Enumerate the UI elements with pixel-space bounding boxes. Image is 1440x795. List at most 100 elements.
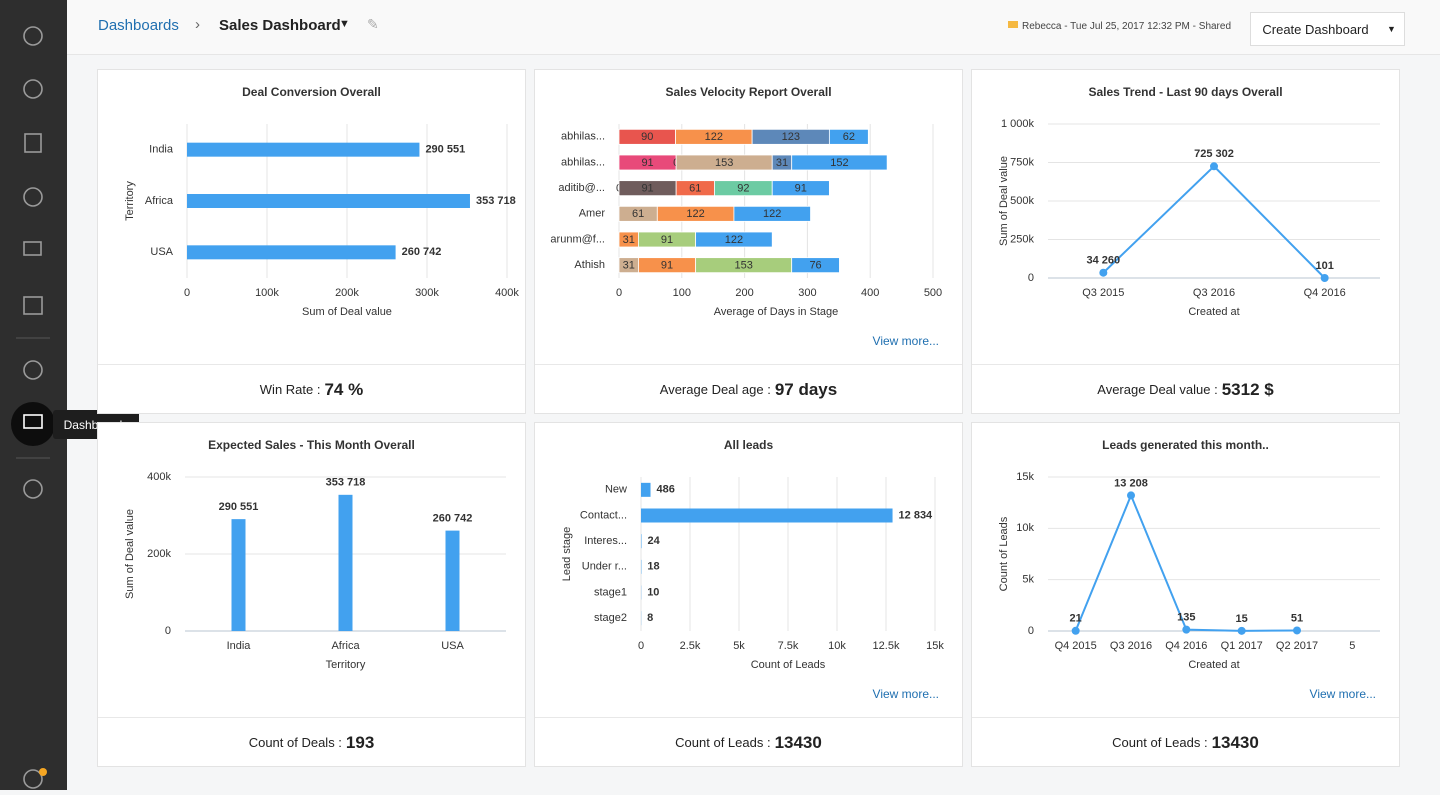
x-tick-label: Q3 2015: [1082, 287, 1124, 299]
view-more-link[interactable]: View more...: [873, 334, 939, 348]
bar: [187, 245, 396, 259]
create-menu-caret[interactable]: ▼: [1379, 12, 1405, 46]
icon[interactable]: [24, 361, 42, 379]
point: [1210, 162, 1218, 170]
icon[interactable]: [24, 80, 42, 98]
x-tick-label: 100k: [255, 287, 279, 299]
y-tick-label: USA: [150, 246, 173, 258]
data-label: 61: [689, 183, 701, 195]
x-axis-label: Territory: [326, 659, 366, 671]
x-axis-label: Count of Leads: [751, 659, 826, 671]
x-axis-label: Average of Days in Stage: [714, 306, 839, 318]
point: [1099, 269, 1107, 277]
chart: Sales Trend - Last 90 days Overall0250k5…: [972, 70, 1399, 364]
sidebar: [0, 0, 67, 790]
x-axis-label: Created at: [1188, 659, 1239, 671]
view-more-link[interactable]: View more...: [1310, 687, 1376, 701]
footer-value: 13430: [1212, 733, 1259, 753]
x-axis-label: Created at: [1188, 306, 1239, 318]
y-tick-label: 200k: [147, 548, 171, 560]
chart-title: Sales Trend - Last 90 days Overall: [1088, 85, 1282, 99]
data-label: 61: [632, 208, 644, 220]
badge: [39, 768, 47, 776]
x-axis-label: Sum of Deal value: [302, 306, 392, 318]
footer-label: Win Rate :: [260, 382, 321, 397]
y-axis-label: Sum of Deal value: [998, 156, 1010, 246]
y-tick-label: aditib@...: [558, 182, 605, 194]
data-label: 91: [661, 260, 673, 272]
view-more-link[interactable]: View more...: [873, 687, 939, 701]
data-label: 12 834: [899, 509, 934, 521]
y-tick-label: 0: [1028, 625, 1034, 637]
data-label: 8: [647, 612, 653, 624]
y-tick-label: abhilas...: [561, 131, 605, 143]
y-tick-label: Amer: [579, 208, 606, 220]
create-button[interactable]: Create Dashboard: [1250, 12, 1381, 46]
data-label: 353 718: [476, 195, 516, 207]
data-label: 90: [641, 131, 653, 143]
y-tick-label: 500k: [1010, 195, 1034, 207]
y-tick-label: Africa: [145, 195, 174, 207]
card-footer: Count of Leads :13430: [535, 717, 962, 767]
card-footer: Count of Deals :193: [98, 717, 525, 767]
x-tick-label: 5k: [733, 640, 745, 652]
crown-icon: [1008, 21, 1018, 28]
y-tick-label: Contact...: [580, 509, 627, 521]
y-tick-label: stage2: [594, 612, 627, 624]
x-tick-label: 7.5k: [778, 640, 799, 652]
y-tick-label: 15k: [1016, 471, 1034, 483]
y-tick-label: Interes...: [584, 535, 627, 547]
line: [1103, 166, 1324, 278]
icon[interactable]: [24, 297, 42, 314]
card-footer: Average Deal age :97 days: [535, 364, 962, 414]
active-icon[interactable]: [11, 402, 55, 446]
data-label: 31: [623, 260, 635, 272]
data-label: 24: [647, 535, 660, 547]
x-tick-label: 100: [673, 287, 691, 299]
footer-label: Average Deal value :: [1097, 382, 1217, 397]
icon[interactable]: [25, 134, 41, 152]
y-tick-label: 0: [165, 625, 171, 637]
breadcrumb-link[interactable]: Dashboards: [98, 17, 179, 34]
x-tick-label: 500: [924, 287, 942, 299]
x-tick-label: 5: [1349, 640, 1355, 652]
footer-label: Average Deal age :: [660, 382, 771, 397]
x-tick-label: Q3 2016: [1193, 287, 1235, 299]
chart-title: Deal Conversion Overall: [242, 85, 381, 99]
bar: [641, 509, 893, 523]
data-label: 290 551: [219, 501, 259, 513]
x-tick-label: Q2 2017: [1276, 640, 1318, 652]
data-label: 153: [734, 260, 752, 272]
icon[interactable]: [24, 188, 42, 206]
data-label: 135: [1177, 612, 1195, 624]
icon[interactable]: [24, 480, 42, 498]
data-label: 122: [763, 208, 781, 220]
data-label: 353 718: [326, 477, 366, 489]
x-tick-label: 300k: [415, 287, 439, 299]
data-label: 725 302: [1194, 148, 1234, 160]
edit-icon[interactable]: ✎: [367, 16, 379, 33]
y-axis-label: Sum of Deal value: [124, 509, 136, 599]
data-label: 18: [647, 561, 659, 573]
dashboard-title[interactable]: Sales Dashboard: [219, 17, 341, 34]
chart-card: Expected Sales - This Month Overall 0 200k…: [97, 422, 526, 767]
y-tick-label: 1 000k: [1001, 118, 1035, 130]
icon[interactable]: [24, 242, 41, 255]
data-label: 51: [1291, 612, 1303, 624]
y-tick-label: 250k: [1010, 233, 1034, 245]
data-label: 62: [843, 131, 855, 143]
y-axis-label: Count of Leads: [998, 516, 1010, 591]
icon[interactable]: [24, 27, 42, 45]
point: [1182, 626, 1190, 634]
y-tick-label: 5k: [1022, 574, 1034, 586]
title-caret[interactable]: ▼: [339, 18, 350, 30]
chart: Expected Sales - This Month Overall 0 200k…: [98, 423, 525, 717]
data-label: 15: [1236, 613, 1248, 625]
chart-title: Expected Sales - This Month Overall: [208, 438, 415, 452]
x-tick-label: India: [227, 640, 252, 652]
bar: [446, 531, 460, 631]
